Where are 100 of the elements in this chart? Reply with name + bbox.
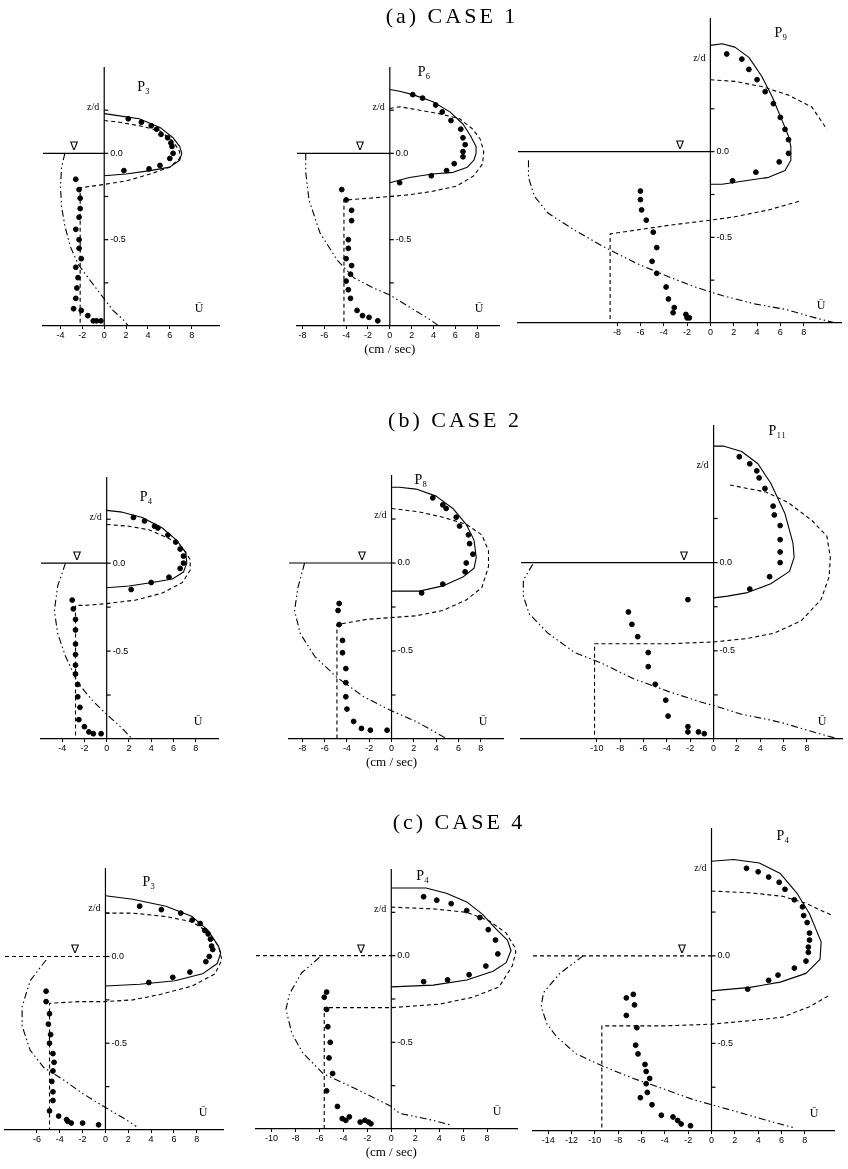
y-axis-title: z/d xyxy=(374,902,387,914)
ref-line-label: ∇ xyxy=(678,548,689,563)
x-tick-label: -10 xyxy=(588,1134,602,1145)
x-tick-label: 8 xyxy=(189,329,195,340)
x-tick-label: 0 xyxy=(708,1134,715,1145)
y-tick-label: -0.5 xyxy=(397,645,414,656)
x-tick-label: 2 xyxy=(732,1134,738,1145)
x-tick-label: -6 xyxy=(637,1134,646,1145)
x-tick-label: -4 xyxy=(56,329,65,340)
x-tick-label: -4 xyxy=(55,1133,64,1144)
y-tick-label: 0.0 xyxy=(110,147,123,158)
y-tick-label: 0.0 xyxy=(112,557,126,568)
x-tick-label: 4 xyxy=(755,1134,761,1145)
x-tick-label: 6 xyxy=(777,326,783,337)
y-axis-title: z/d xyxy=(374,508,387,520)
x-tick-label: 0 xyxy=(387,329,393,340)
x-tick-label: -8 xyxy=(291,1132,300,1143)
x-axis-title: Ū xyxy=(816,298,826,313)
x-tick-label: -4 xyxy=(342,329,351,340)
x-tick-label: 6 xyxy=(455,742,461,753)
x-tick-label: -2 xyxy=(363,1132,372,1143)
x-tick-label: -4 xyxy=(660,1134,669,1145)
x-tick-label: 2 xyxy=(412,1132,418,1143)
x-tick-label: -6 xyxy=(320,329,329,340)
x-tick-label: -8 xyxy=(298,742,307,753)
y-tick-label: -0.5 xyxy=(719,645,736,656)
x-tick-label: 6 xyxy=(781,742,787,753)
x-tick-label: 2 xyxy=(411,742,417,753)
x-axis-title: Ū xyxy=(194,301,204,316)
x-tick-label: 4 xyxy=(757,742,763,753)
y-tick-label: -0.5 xyxy=(111,1037,127,1048)
text: P₃ xyxy=(137,78,150,94)
y-tick-label: 0.0 xyxy=(717,950,731,961)
x-tick-label: 0 xyxy=(388,1132,394,1143)
x-axis-title: Ū xyxy=(492,1104,502,1119)
y-tick-label: -0.5 xyxy=(397,1036,413,1047)
y-axis-title: z/d xyxy=(88,901,101,913)
x-tick-label: 8 xyxy=(474,329,480,340)
text: (cm / sec) xyxy=(365,1144,417,1160)
ref-line-label: ∇ xyxy=(676,941,687,956)
x-tick-label: 2 xyxy=(734,742,740,753)
x-tick-label: -4 xyxy=(342,742,351,753)
y-axis-title: z/d xyxy=(87,100,100,112)
y-axis-title: z/d xyxy=(89,510,102,522)
x-tick-label: -10 xyxy=(590,742,604,753)
text: P₉ xyxy=(774,24,788,40)
y-axis-title: z/d xyxy=(694,861,707,873)
chart-subtitle: P₈ xyxy=(414,471,428,487)
y-tick-label: -0.5 xyxy=(110,234,126,245)
x-tick-label: -2 xyxy=(683,326,692,337)
x-tick-label: -2 xyxy=(684,1134,693,1145)
x-axis-title: Ū xyxy=(198,1105,208,1120)
y-tick-label: 0.0 xyxy=(719,557,733,568)
x-tick-label: 4 xyxy=(145,329,151,340)
chart-subtitle: P₄ xyxy=(416,867,430,883)
x-tick-label: 8 xyxy=(193,742,199,753)
ref-line-label: ∇ xyxy=(71,549,82,564)
y-tick-label: 0.0 xyxy=(397,950,410,961)
x-tick-label: 0 xyxy=(101,329,107,340)
x-tick-label: 2 xyxy=(731,326,737,337)
y-tick-label: 0.0 xyxy=(397,557,411,568)
x-tick-label: -2 xyxy=(365,742,374,753)
x-tick-label: 6 xyxy=(452,329,458,340)
x-tick-label: -10 xyxy=(265,1132,279,1143)
x-tick-label: -8 xyxy=(614,1134,623,1145)
x-tick-label: 4 xyxy=(433,742,439,753)
chart-subtitle: P₄ xyxy=(776,827,790,843)
x-tick-label: -2 xyxy=(80,742,89,753)
x-tick-label: -4 xyxy=(339,1132,348,1143)
x-tick-label: -4 xyxy=(659,326,668,337)
x-tick-label: 6 xyxy=(460,1132,466,1143)
y-tick-label: -0.5 xyxy=(112,645,129,656)
y-tick-label: 0.0 xyxy=(395,147,409,158)
x-tick-label: 8 xyxy=(802,1134,808,1145)
x-tick-label: 0 xyxy=(389,742,395,753)
x-axis-title: Ū xyxy=(809,1106,819,1121)
x-tick-label: 0 xyxy=(102,1133,108,1144)
x-tick-label: 2 xyxy=(125,1133,131,1144)
x-tick-label: 2 xyxy=(409,329,415,340)
x-tick-label: 4 xyxy=(436,1132,442,1143)
x-tick-label: 8 xyxy=(194,1133,200,1144)
y-tick-label: -0.5 xyxy=(716,231,732,242)
x-tick-label: -2 xyxy=(363,329,372,340)
x-tick-label: -2 xyxy=(686,742,695,753)
x-tick-label: 6 xyxy=(170,742,176,753)
y-tick-label: -0.5 xyxy=(717,1037,734,1048)
x-tick-label: 0 xyxy=(104,742,110,753)
x-tick-label: -4 xyxy=(662,742,671,753)
x-tick-label: 6 xyxy=(778,1134,785,1145)
ref-line-label: ∇ xyxy=(70,942,81,957)
x-tick-label: -6 xyxy=(320,742,329,753)
x-tick-label: -6 xyxy=(636,326,645,337)
chart-title: (c) CASE 4 xyxy=(392,809,526,834)
ref-line-label: ∇ xyxy=(69,139,80,154)
x-axis-title: Ū xyxy=(193,714,203,729)
x-tick-label: 2 xyxy=(123,329,129,340)
text: (cm / sec) xyxy=(365,754,418,770)
ref-line-label: ∇ xyxy=(356,941,367,956)
x-tick-label: -6 xyxy=(315,1132,324,1143)
x-tick-label: -6 xyxy=(32,1133,41,1144)
